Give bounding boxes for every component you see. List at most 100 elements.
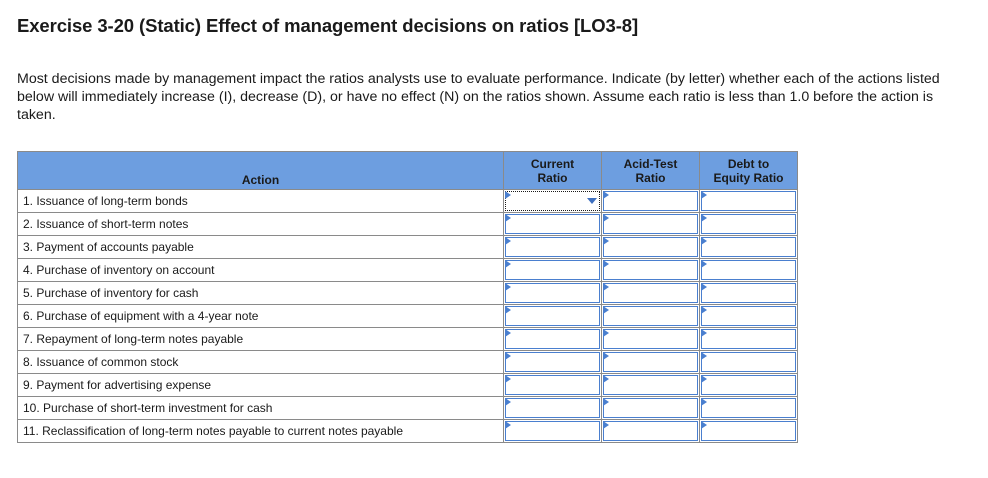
current-ratio-input[interactable] <box>503 304 602 328</box>
answer-box[interactable] <box>505 283 600 303</box>
debt-to-equity-input[interactable] <box>699 419 798 443</box>
acid-test-ratio-input[interactable] <box>601 258 700 282</box>
current-ratio-input[interactable] <box>503 235 602 259</box>
acid-test-ratio-input[interactable] <box>601 396 700 420</box>
acid-test-ratio-input[interactable] <box>601 419 700 443</box>
cell-marker-icon <box>701 191 707 199</box>
debt-to-equity-input[interactable] <box>699 304 798 328</box>
dropdown-arrow-icon[interactable] <box>587 198 597 204</box>
table-row: 7. Repayment of long-term notes payable <box>17 327 798 351</box>
answer-box[interactable] <box>505 375 600 395</box>
answer-box[interactable] <box>603 375 698 395</box>
answer-box[interactable] <box>701 283 796 303</box>
answer-box[interactable] <box>505 191 600 211</box>
acid-test-ratio-input[interactable] <box>601 327 700 351</box>
current-ratio-input[interactable] <box>503 281 602 305</box>
cell-marker-icon <box>603 329 609 337</box>
answer-box[interactable] <box>701 237 796 257</box>
answer-box[interactable] <box>603 306 698 326</box>
answer-box[interactable] <box>505 352 600 372</box>
cell-marker-icon <box>701 306 707 314</box>
answer-box[interactable] <box>701 260 796 280</box>
current-ratio-input[interactable] <box>503 373 602 397</box>
action-label: 10. Purchase of short-term investment fo… <box>17 396 504 420</box>
action-label: 6. Purchase of equipment with a 4-year n… <box>17 304 504 328</box>
cell-marker-icon <box>505 191 511 199</box>
table-row: 10. Purchase of short-term investment fo… <box>17 396 798 420</box>
answer-box[interactable] <box>603 329 698 349</box>
current-ratio-input[interactable] <box>503 327 602 351</box>
table-row: 8. Issuance of common stock <box>17 350 798 374</box>
table-body: 1. Issuance of long-term bonds 2. Issuanc… <box>17 189 798 443</box>
cell-marker-icon <box>701 375 707 383</box>
answer-box[interactable] <box>701 214 796 234</box>
answer-box[interactable] <box>701 191 796 211</box>
answer-box[interactable] <box>701 352 796 372</box>
cell-marker-icon <box>603 283 609 291</box>
acid-test-ratio-input[interactable] <box>601 373 700 397</box>
action-label: 2. Issuance of short-term notes <box>17 212 504 236</box>
acid-test-ratio-input[interactable] <box>601 212 700 236</box>
instructions-text: Most decisions made by management impact… <box>17 71 940 123</box>
acid-test-ratio-input[interactable] <box>601 350 700 374</box>
cell-marker-icon <box>505 260 511 268</box>
cell-marker-icon <box>505 214 511 222</box>
current-ratio-input[interactable] <box>503 189 602 213</box>
cell-marker-icon <box>505 237 511 245</box>
current-ratio-input[interactable] <box>503 212 602 236</box>
ratio-table: Action Current Ratio Acid-Test Ratio Deb… <box>17 151 798 443</box>
answer-box[interactable] <box>603 260 698 280</box>
action-label: 3. Payment of accounts payable <box>17 235 504 259</box>
answer-box[interactable] <box>505 329 600 349</box>
acid-test-ratio-input[interactable] <box>601 281 700 305</box>
answer-box[interactable] <box>603 352 698 372</box>
debt-to-equity-input[interactable] <box>699 235 798 259</box>
debt-to-equity-input[interactable] <box>699 258 798 282</box>
answer-box[interactable] <box>505 306 600 326</box>
answer-box[interactable] <box>701 306 796 326</box>
action-label: 11. Reclassification of long-term notes … <box>17 419 504 443</box>
answer-box[interactable] <box>603 214 698 234</box>
answer-box[interactable] <box>603 421 698 441</box>
acid-test-ratio-input[interactable] <box>601 189 700 213</box>
answer-box[interactable] <box>603 283 698 303</box>
answer-box[interactable] <box>701 375 796 395</box>
debt-to-equity-input[interactable] <box>699 212 798 236</box>
cell-marker-icon <box>505 306 511 314</box>
debt-to-equity-input[interactable] <box>699 373 798 397</box>
cell-marker-icon <box>505 352 511 360</box>
answer-box[interactable] <box>701 398 796 418</box>
acid-test-ratio-input[interactable] <box>601 235 700 259</box>
action-label: 7. Repayment of long-term notes payable <box>17 327 504 351</box>
answer-box[interactable] <box>505 260 600 280</box>
current-ratio-input[interactable] <box>503 258 602 282</box>
answer-box[interactable] <box>603 191 698 211</box>
debt-to-equity-input[interactable] <box>699 327 798 351</box>
answer-box[interactable] <box>603 237 698 257</box>
answer-box[interactable] <box>701 421 796 441</box>
debt-to-equity-input[interactable] <box>699 350 798 374</box>
cell-marker-icon <box>603 398 609 406</box>
debt-to-equity-input[interactable] <box>699 281 798 305</box>
answer-box[interactable] <box>505 214 600 234</box>
cell-marker-icon <box>603 214 609 222</box>
cell-marker-icon <box>505 398 511 406</box>
cell-marker-icon <box>603 191 609 199</box>
table-row: 2. Issuance of short-term notes <box>17 212 798 236</box>
current-ratio-input[interactable] <box>503 350 602 374</box>
acid-test-ratio-input[interactable] <box>601 304 700 328</box>
cell-marker-icon <box>701 237 707 245</box>
debt-to-equity-input[interactable] <box>699 396 798 420</box>
answer-box[interactable] <box>505 421 600 441</box>
debt-to-equity-input[interactable] <box>699 189 798 213</box>
answer-box[interactable] <box>603 398 698 418</box>
current-ratio-input[interactable] <box>503 419 602 443</box>
debt-to-equity-column-header: Debt to Equity Ratio <box>699 151 798 190</box>
cell-marker-icon <box>701 260 707 268</box>
answer-box[interactable] <box>505 398 600 418</box>
current-ratio-input[interactable] <box>503 396 602 420</box>
answer-box[interactable] <box>505 237 600 257</box>
table-row: 9. Payment for advertising expense <box>17 373 798 397</box>
cell-marker-icon <box>505 329 511 337</box>
answer-box[interactable] <box>701 329 796 349</box>
